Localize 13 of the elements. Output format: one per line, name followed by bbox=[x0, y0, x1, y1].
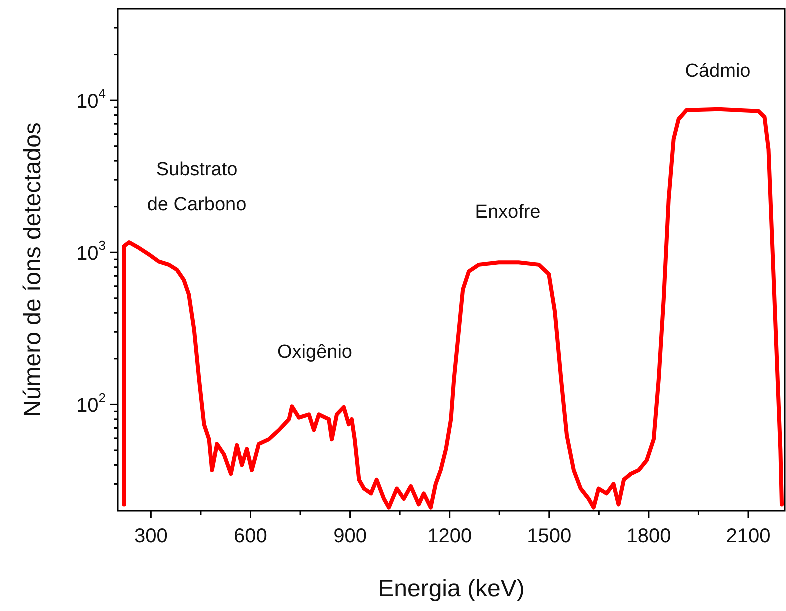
x-tick-label: 2100 bbox=[726, 526, 771, 548]
x-tick-label: 300 bbox=[134, 526, 168, 548]
x-axis-title: Energia (keV) bbox=[378, 576, 525, 603]
x-tick-label: 900 bbox=[334, 526, 367, 548]
x-tick-label: 1200 bbox=[428, 526, 472, 548]
annotation: Cádmio bbox=[685, 61, 751, 82]
annotation: Enxofre bbox=[475, 202, 541, 224]
x-tick-label: 600 bbox=[234, 526, 268, 548]
x-tick-label: 1500 bbox=[527, 526, 572, 548]
x-tick-label: 1800 bbox=[626, 526, 672, 548]
annotation: Oxigênio bbox=[278, 342, 352, 364]
annotation: Substrato de Carbono bbox=[147, 160, 247, 216]
y-axis-title: Número de íons detectados bbox=[20, 122, 47, 418]
